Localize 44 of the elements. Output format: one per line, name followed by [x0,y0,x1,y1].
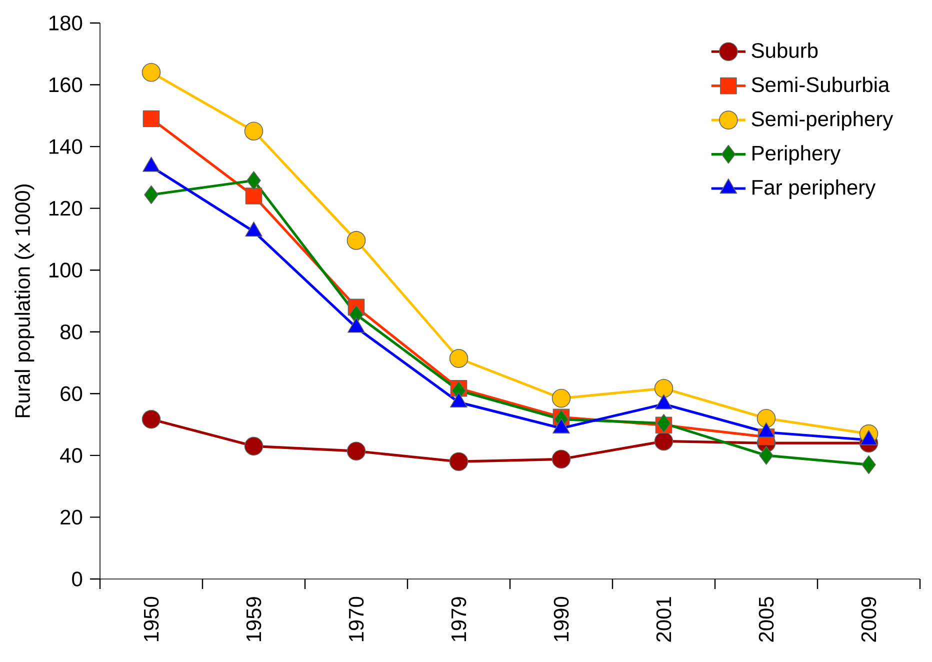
point [759,446,774,465]
y-tick-label: 20 [60,510,82,525]
legend-label: Suburb [752,42,818,58]
point [654,432,674,451]
y-tick-label: 0 [72,572,82,586]
y-tick-label: 100 [50,262,82,278]
y-axis-title: Rural population (x 1000) [14,184,34,418]
point [346,442,366,461]
point [244,436,264,456]
y-tick-label: 40 [60,448,82,463]
y-tick-label: 140 [50,139,82,154]
point [142,110,160,128]
x-tick-label: 1990 [554,596,569,642]
y-tick-label: 160 [50,77,82,92]
point [862,455,876,474]
legend-label: Periphery [752,145,841,165]
y-tick-label: 180 [50,16,82,30]
point [552,450,571,469]
x-tick-label: 2005 [758,596,774,642]
x-tick-label: 2001 [656,597,672,642]
point [449,452,468,472]
point [244,122,264,140]
x-tick-label: 1979 [451,597,466,642]
x-tick-label: 1959 [246,597,262,642]
x-tick-label: 1950 [144,596,159,642]
point [346,231,366,250]
y-tick-label: 80 [60,324,82,340]
point [144,185,158,204]
y-tick-label: 120 [50,200,82,216]
x-tick-label: 2009 [861,597,876,642]
point [246,171,261,190]
y-tick-label: 60 [60,386,82,402]
x-tick-label: 1970 [348,596,364,642]
point [142,63,161,82]
point [756,408,776,428]
point [142,410,161,429]
legend-label: Semi-Suburbia [752,76,890,92]
point [654,379,674,398]
point [552,388,571,408]
legend-label: Far periphery [752,179,876,199]
legend-label: Semi-periphery [752,110,894,131]
point [449,349,468,368]
point [245,188,262,204]
point [656,414,671,433]
